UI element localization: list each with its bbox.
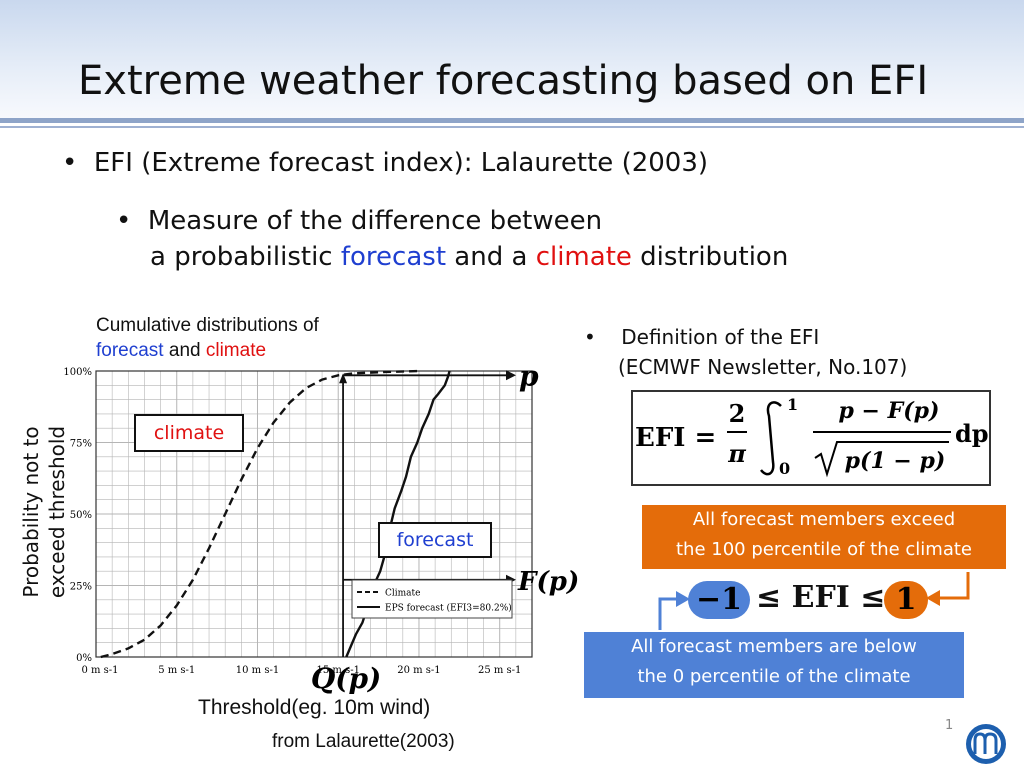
- figure-caption-forecast: forecast: [96, 340, 164, 361]
- formula-lhs: EFI =: [635, 423, 716, 453]
- threshold-label: Threshold(eg. 10m wind): [198, 696, 431, 719]
- bullet-dot-icon: •: [584, 325, 596, 349]
- range-middle: ≤ EFI ≤: [756, 580, 886, 615]
- figure-caption-climate: climate: [205, 340, 267, 361]
- chart-annotations: p F(p) Q(p): [311, 359, 579, 695]
- x-tick-label: 0 m s-1: [81, 665, 118, 676]
- lower-bound-note-line1: All forecast members are below: [631, 636, 917, 657]
- efi-formula: EFI = 2 π 1 0 p − F(p) p(1 − p) dp: [631, 390, 991, 486]
- formula-denominator: p(1 − p): [845, 448, 946, 474]
- efi-formula-svg: EFI = 2 π 1 0 p − F(p) p(1 − p) dp: [635, 395, 989, 478]
- page-number: 1: [945, 718, 954, 733]
- lower-bound-note-line2: the 0 percentile of the climate: [637, 666, 911, 687]
- y-tick-label: 25%: [70, 582, 92, 593]
- bullet-measure-part-c: distribution: [631, 242, 789, 272]
- chart-legend: Climate EPS forecast (EFI3=80.2%): [351, 579, 513, 619]
- title-rule-thin: [0, 126, 1024, 128]
- bullet-dot-icon: •: [116, 206, 132, 236]
- chart-axes: [95, 370, 533, 658]
- range-upper-pill: 1: [884, 581, 928, 619]
- y-tick-label: 50%: [70, 510, 92, 521]
- x-tick-label: 5 m s-1: [158, 665, 195, 676]
- p-arrowhead-icon: [506, 370, 516, 381]
- bullet-measure-part-a: a probabilistic: [150, 242, 341, 272]
- efi-range: −1 ≤ EFI ≤ 1: [688, 578, 928, 622]
- sqrt-sign-icon: [814, 441, 949, 478]
- bullet-measure-climate: climate: [535, 242, 632, 272]
- marker-p: p: [519, 359, 539, 392]
- formula-dp: dp: [955, 419, 989, 448]
- figure-caption-and: and: [163, 340, 206, 361]
- lower-bound-note: All forecast members are below the 0 per…: [584, 632, 964, 698]
- figure-caption-line1: Cumulative distributions of: [96, 315, 319, 336]
- chart-ticks: 0 m s-1 5 m s-1 10 m s-1 15 m s-1 20 m s-1 25…: [63, 367, 521, 676]
- climate-tag: climate: [134, 414, 244, 452]
- upper-bound-note: All forecast members exceed the 100 perc…: [642, 505, 1006, 569]
- x-tick-label: 10 m s-1: [236, 665, 279, 676]
- formula-int-upper: 1: [787, 395, 798, 414]
- jma-logo-icon: [966, 724, 1006, 764]
- legend-box: [351, 579, 513, 619]
- efi-definition-bullet: • Definition of the EFI (ECMWF Newslette…: [584, 322, 907, 382]
- x-tick-label: 20 m s-1: [397, 665, 440, 676]
- bullet-measure-line1: Measure of the difference between: [147, 206, 603, 236]
- bullet-measure-part-b: and a: [446, 242, 536, 272]
- formula-numerator: p − F(p): [839, 398, 940, 424]
- formula-int-lower: 0: [779, 459, 790, 478]
- title-rule-thick: [0, 118, 1024, 123]
- title-band: [0, 0, 1024, 118]
- upper-bound-note-line2: the 100 percentile of the climate: [675, 539, 972, 560]
- y-tick-label: 0%: [76, 653, 92, 664]
- integral-sign-icon: [760, 401, 782, 476]
- bullet-efi-text: EFI (Extreme forecast index): Lalaurette…: [93, 148, 709, 178]
- formula-frac-den: π: [727, 439, 746, 468]
- range-lower-pill: −1: [688, 581, 750, 619]
- upper-bound-note-line1: All forecast members exceed: [692, 509, 956, 530]
- x-tick-label: 25 m s-1: [478, 665, 521, 676]
- formula-frac-num: 2: [729, 399, 746, 428]
- source-label: from Lalaurette(2003): [272, 731, 455, 752]
- slide-title: Extreme weather forecasting based on EFI: [78, 58, 929, 104]
- marker-Fp: F(p): [517, 567, 579, 597]
- y-tick-label: 75%: [70, 439, 92, 450]
- forecast-tag: forecast: [378, 522, 492, 558]
- bullet-measure-forecast: forecast: [340, 242, 447, 272]
- figure-caption: Cumulative distributions of forecast and…: [96, 313, 319, 363]
- climate-series-line: [100, 369, 420, 659]
- bullet-efi: • EFI (Extreme forecast index): Lalauret…: [62, 148, 708, 178]
- legend-entry: Climate: [385, 589, 421, 599]
- legend-entry: EPS forecast (EFI3=80.2%): [385, 603, 512, 614]
- plot-frame: [95, 370, 533, 658]
- marker-Qp: Q(p): [311, 662, 381, 695]
- x-tick-label: 15 m s-1: [317, 665, 360, 676]
- efi-definition-reference: (ECMWF Newsletter, No.107): [618, 355, 908, 379]
- efi-definition-title: Definition of the EFI: [621, 325, 820, 349]
- q-arrowhead-icon: [339, 373, 348, 384]
- bullet-measure: • Measure of the difference between a pr…: [116, 203, 788, 275]
- bullet-dot-icon: •: [62, 148, 78, 178]
- y-tick-label: 100%: [63, 367, 92, 378]
